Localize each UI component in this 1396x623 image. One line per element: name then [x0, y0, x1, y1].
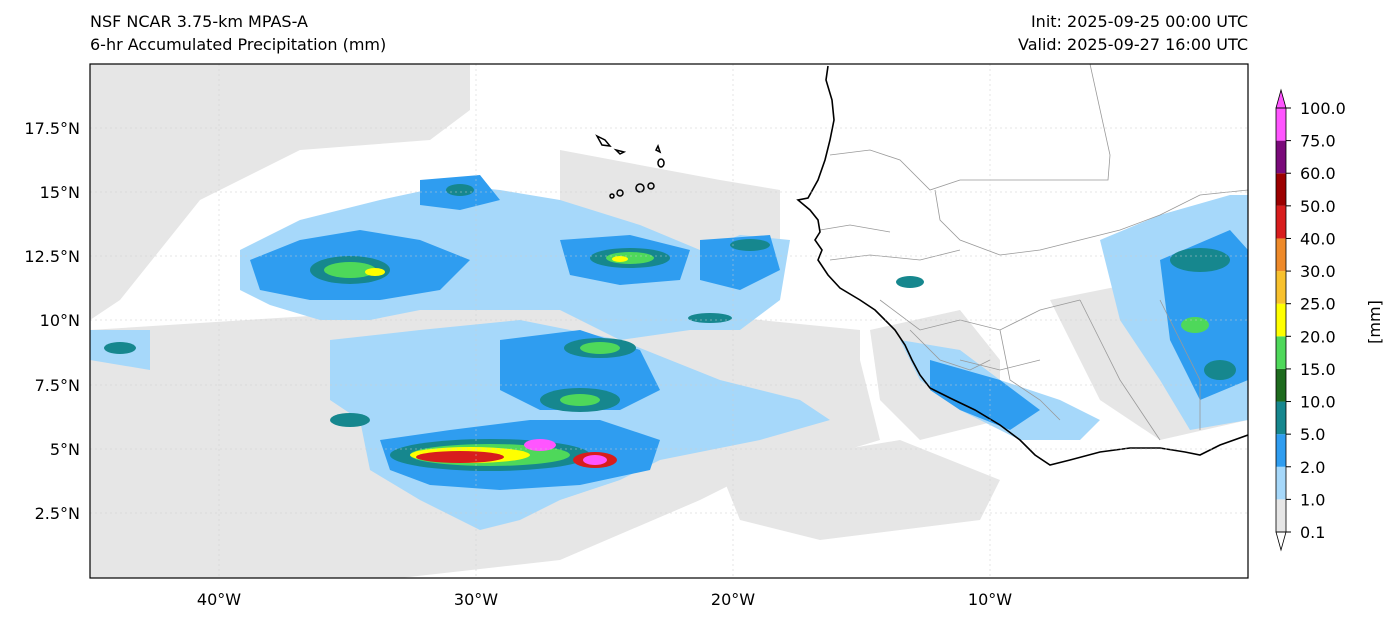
init-time: Init: 2025-09-25 00:00 UTC: [1030, 12, 1248, 31]
title-model: NSF NCAR 3.75-km MPAS-A: [90, 12, 308, 31]
title-field: 6-hr Accumulated Precipitation (mm): [90, 35, 387, 54]
colorbar-frame: [1275, 107, 1287, 533]
map-panel: [90, 64, 1248, 578]
lon-tick-label: 30°W: [454, 590, 498, 609]
colorbar-tick-label: 1.0: [1300, 490, 1325, 509]
lat-tick-label: 7.5°N: [35, 376, 80, 395]
colorbar-unit-label: [mm]: [1365, 300, 1384, 344]
colorbar-segment: [1276, 238, 1286, 272]
colorbar-tick-label: 10.0: [1300, 393, 1336, 412]
colorbar-tick-label: 5.0: [1300, 425, 1325, 444]
colorbar-segment: [1276, 303, 1286, 337]
colorbar-segment: [1276, 466, 1286, 500]
lat-tick-label: 17.5°N: [24, 119, 80, 138]
lon-tick-label: 10°W: [968, 590, 1012, 609]
colorbar-tick-label: 100.0: [1300, 99, 1346, 118]
colorbar-segment: [1276, 205, 1286, 239]
colorbar-tick-label: 60.0: [1300, 164, 1336, 183]
colorbar-segment: [1276, 434, 1286, 467]
colorbar-tick-label: 15.0: [1300, 360, 1336, 379]
valid-time: Valid: 2025-09-27 16:00 UTC: [1017, 35, 1248, 54]
colorbar-tick-label: 40.0: [1300, 229, 1336, 248]
lat-tick-label: 12.5°N: [24, 247, 80, 266]
colorbar-tick-label: 2.0: [1300, 458, 1325, 477]
colorbar-segment: [1276, 368, 1286, 402]
colorbar-tick-label: 50.0: [1300, 197, 1336, 216]
colorbar-min-arrow: [1275, 531, 1287, 552]
lon-tick-label: 20°W: [711, 590, 755, 609]
colorbar-segment: [1276, 499, 1286, 532]
colorbar-segment: [1276, 271, 1286, 304]
lat-tick-label: 5°N: [50, 440, 80, 459]
lat-tick-label: 2.5°N: [35, 504, 80, 523]
lat-tick-labels: 17.5°N 15°N 12.5°N 10°N 7.5°N 5°N 2.5°N: [24, 119, 80, 523]
colorbar-tick-label: 0.1: [1300, 523, 1325, 542]
colorbar-tick-label: 30.0: [1300, 262, 1336, 281]
colorbar-segment: [1276, 140, 1286, 174]
colorbar-max-arrow: [1275, 88, 1287, 109]
map-frame: [89, 63, 1249, 579]
cape-verde-islands: [595, 134, 665, 199]
lon-tick-labels: 40°W 30°W 20°W 10°W: [197, 590, 1012, 609]
colorbar-segment: [1276, 336, 1286, 369]
colorbar-segment: [1276, 108, 1286, 141]
lat-tick-label: 10°N: [40, 311, 80, 330]
colorbar-tick-label: 20.0: [1300, 327, 1336, 346]
gridlines: [90, 64, 1248, 578]
lon-tick-label: 40°W: [197, 590, 241, 609]
colorbar-tick-label: 75.0: [1300, 132, 1336, 151]
colorbar-segment: [1276, 173, 1286, 206]
lat-tick-label: 15°N: [40, 183, 80, 202]
colorbar-segment: [1276, 401, 1286, 435]
precip-heavy-layer: [104, 184, 1236, 471]
colorbar-tick-label: 25.0: [1300, 295, 1336, 314]
colorbar: 0.1 1.0 2.0 5.0 10.0 15.0 20.0 25.0 30.0 40.0 50.0…: [1275, 88, 1346, 552]
